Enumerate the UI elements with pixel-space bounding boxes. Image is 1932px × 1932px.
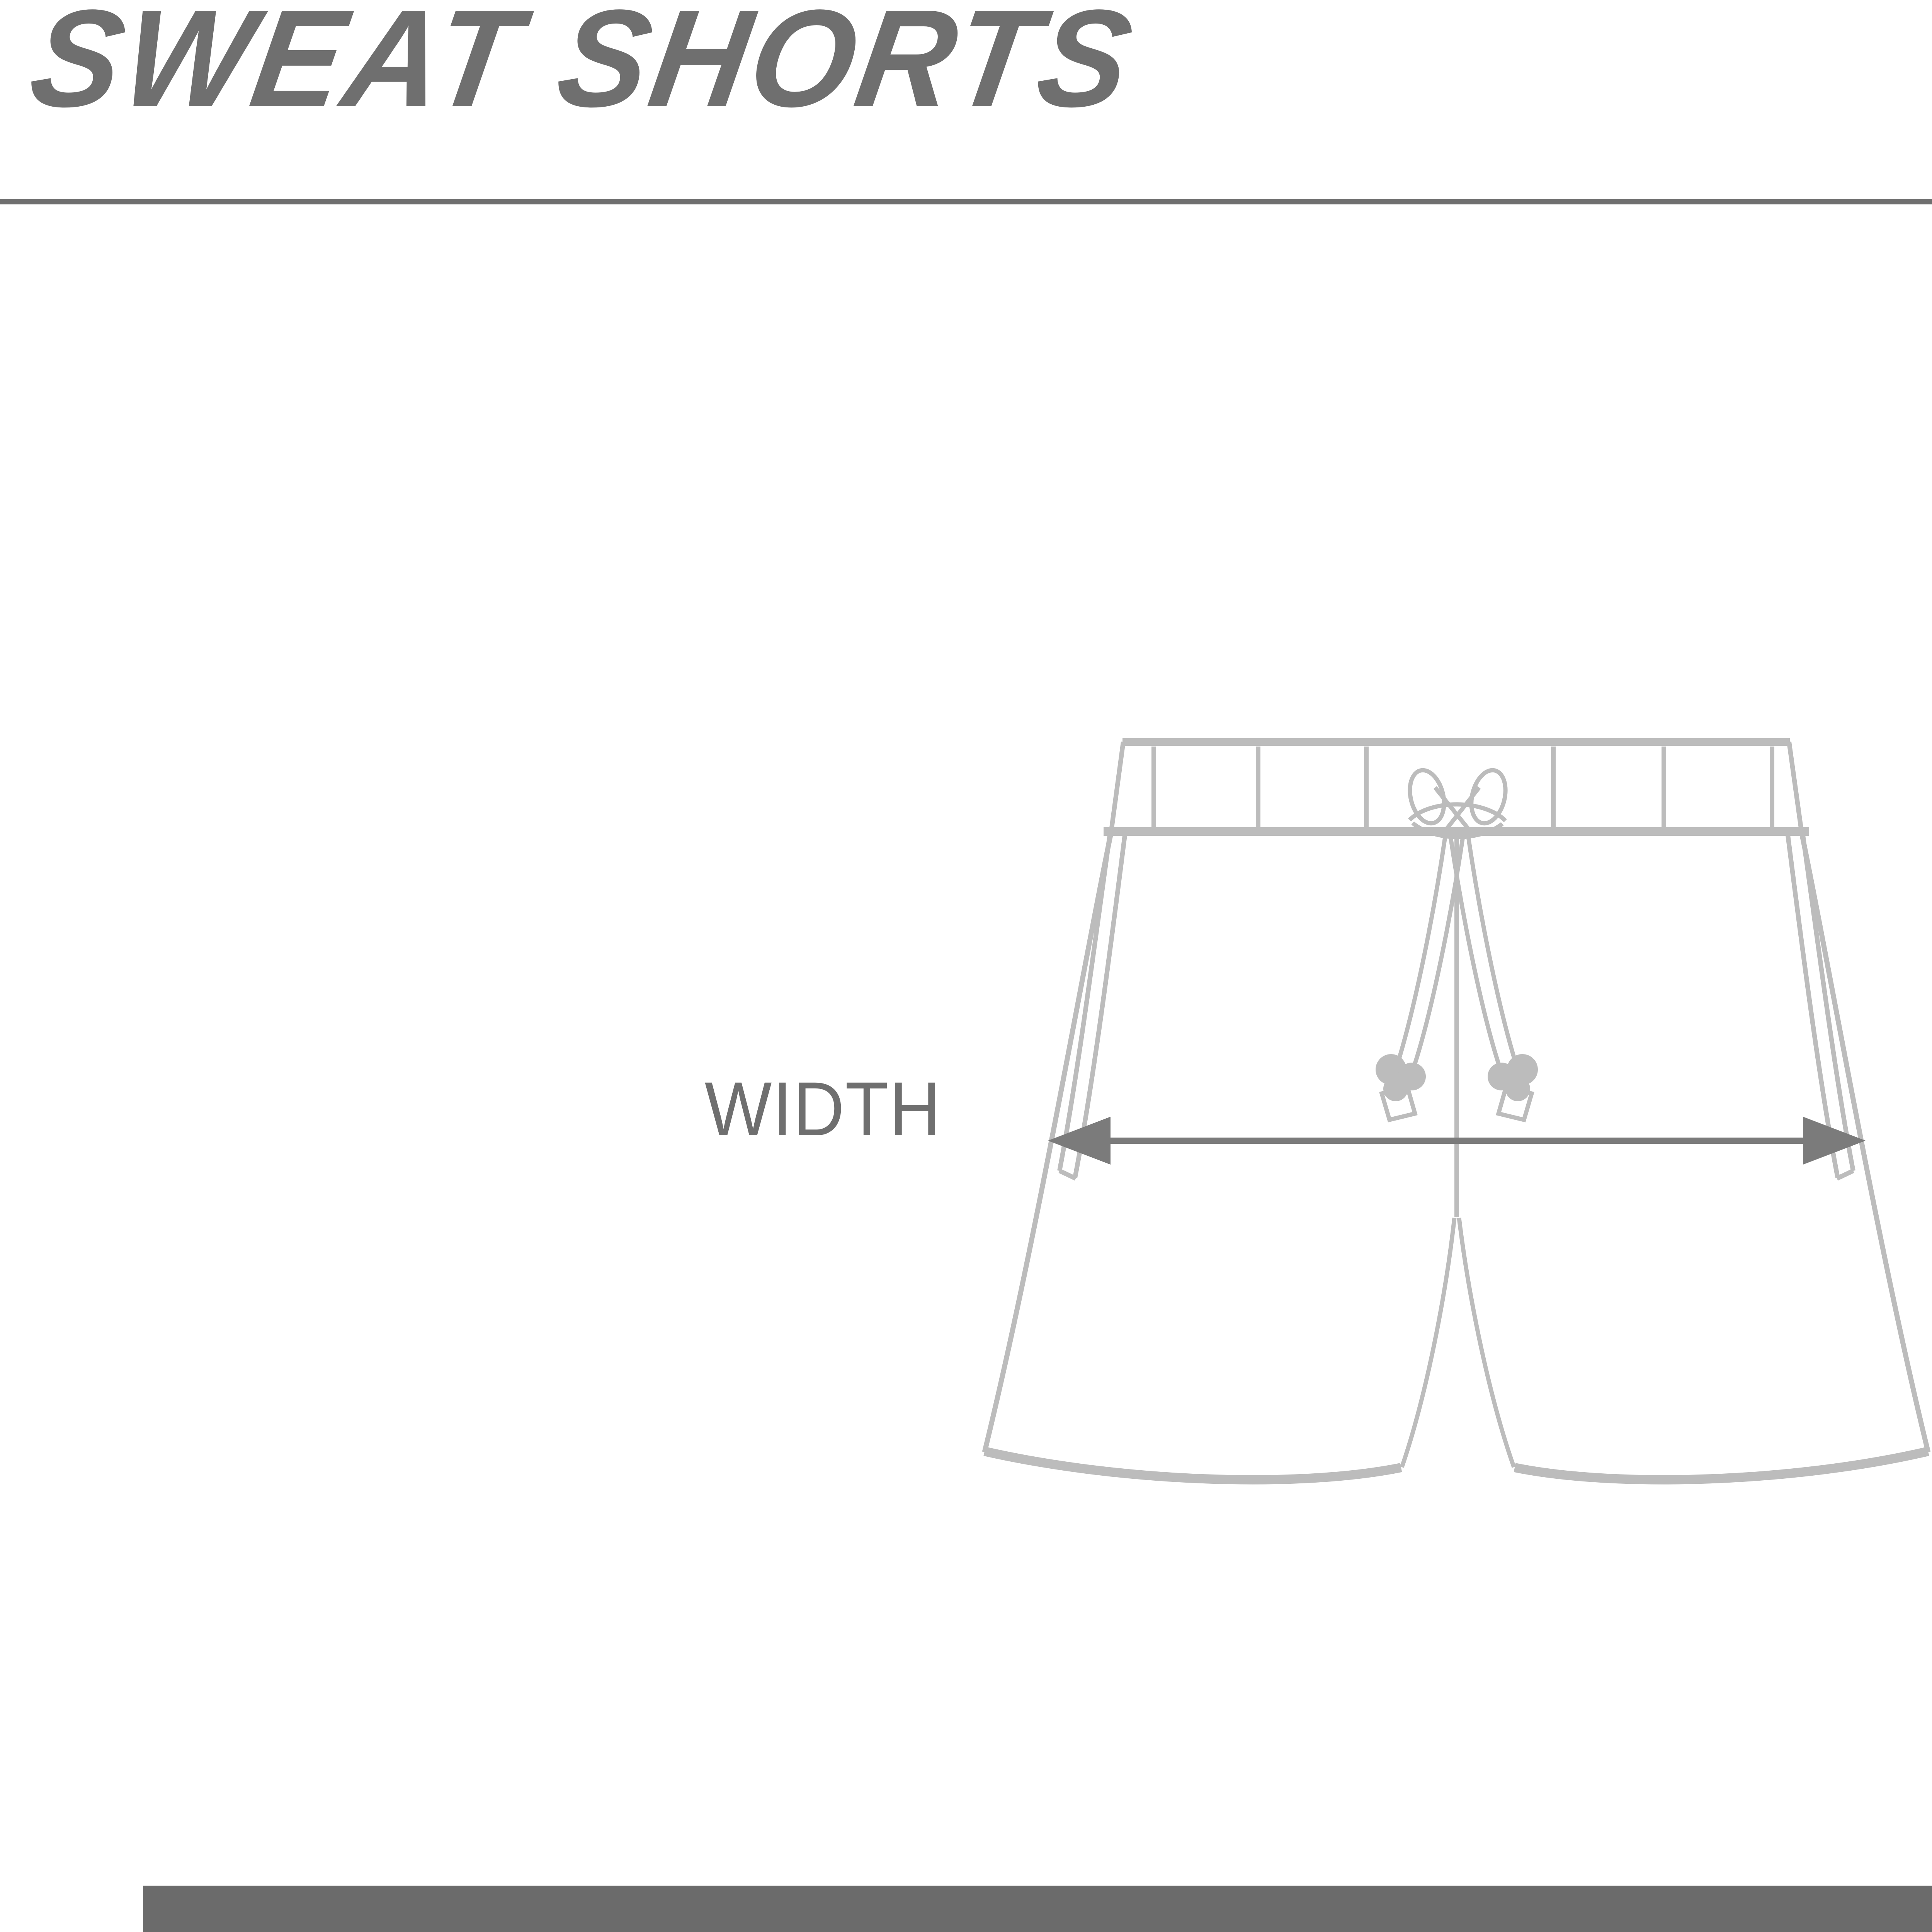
- shorts-outline: [982, 738, 1931, 1485]
- width-dimension-label: WIDTH: [704, 1066, 942, 1151]
- drawstring: [1379, 768, 1534, 1122]
- size-table: SIZE S M L LENGTH 43 44 45 WIDTH 49 51 5…: [143, 1886, 1932, 1932]
- width-arrow-icon: [1048, 1117, 1866, 1165]
- drawstring-aglets: [1376, 1054, 1538, 1101]
- page-title: SWEAT SHORTS: [21, 0, 1145, 136]
- size-table-header: SIZE S M L: [143, 1886, 1932, 1932]
- title-divider: [0, 199, 1932, 204]
- col-header-m: M: [1512, 1923, 1932, 1932]
- col-header-s: S: [850, 1923, 1512, 1932]
- col-header-size: SIZE: [143, 1923, 850, 1932]
